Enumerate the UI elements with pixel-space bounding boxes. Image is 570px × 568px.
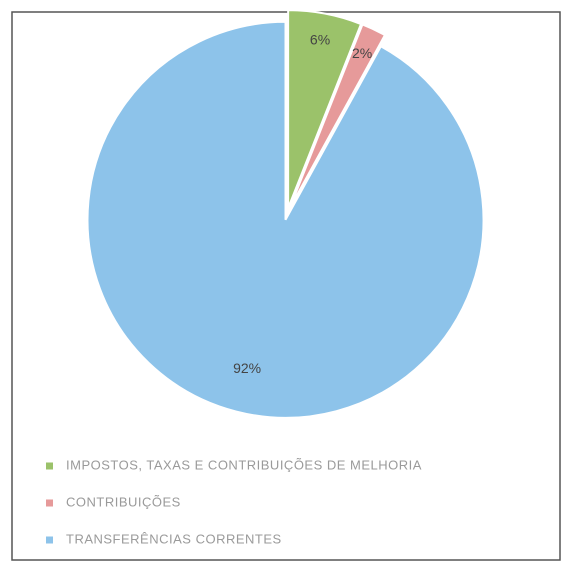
legend-label: IMPOSTOS, TAXAS E CONTRIBUIÇÕES DE MELHO… xyxy=(66,457,422,472)
pie-slice xyxy=(86,20,485,419)
legend-marker xyxy=(46,499,53,507)
value-label: 2% xyxy=(352,45,372,61)
pie-slice xyxy=(287,9,363,209)
legend-marker xyxy=(46,536,53,544)
value-label: 6% xyxy=(310,32,330,48)
legend-label: TRANSFERÊNCIAS CORRENTES xyxy=(66,531,282,546)
legend-marker xyxy=(46,462,53,470)
pie-slice xyxy=(288,23,387,210)
value-label: 92% xyxy=(233,360,261,376)
legend-label: CONTRIBUIÇÕES xyxy=(66,494,181,509)
